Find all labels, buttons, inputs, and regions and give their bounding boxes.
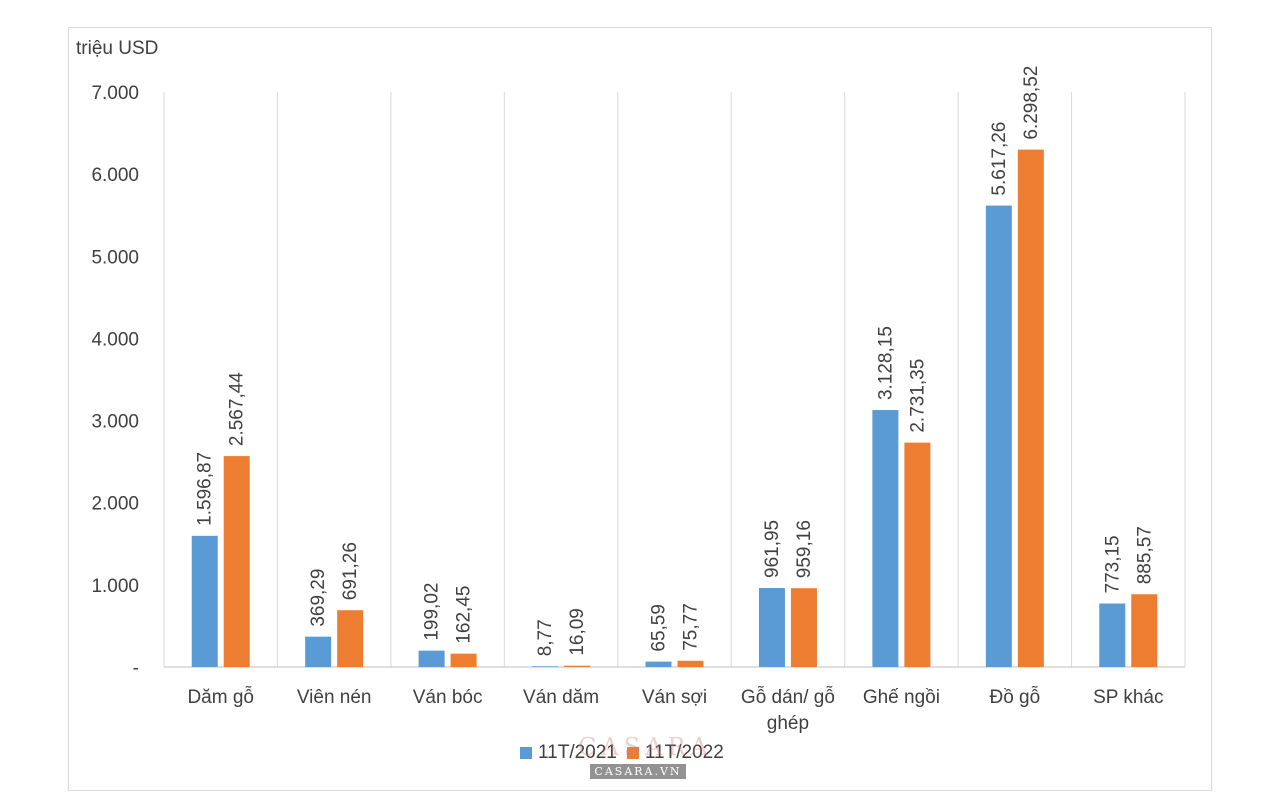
data-label: 199,02 [422, 583, 443, 641]
bar [677, 660, 704, 667]
legend-swatch-2021 [520, 747, 532, 759]
x-tick-label: Đồ gỗ [989, 686, 1040, 708]
data-label: 75,77 [681, 603, 702, 651]
data-label: 65,59 [649, 604, 670, 652]
bar [532, 666, 559, 668]
data-label: 3.128,15 [875, 326, 896, 400]
bar [904, 442, 931, 667]
legend: 11T/2021 11T/2022 [520, 742, 734, 764]
bar [872, 410, 899, 667]
y-tick-label: 7.000 [91, 83, 139, 104]
data-label: 959,16 [794, 520, 815, 578]
data-label: 5.617,26 [989, 122, 1010, 196]
x-tick-label: Ván dăm [523, 687, 599, 708]
legend-label-2022: 11T/2022 [644, 742, 724, 763]
data-label: 6.298,52 [1021, 66, 1042, 140]
bar [985, 205, 1012, 667]
y-tick-label: 1.000 [91, 576, 139, 597]
x-tick-label: Gỗ dán/ gỗ ghép [741, 686, 835, 734]
x-tick-label: Ghế ngồi [863, 687, 940, 708]
bar [564, 665, 591, 667]
x-tick-label: Viên nén [297, 687, 372, 708]
bar [223, 456, 250, 667]
legend-swatch-2022 [626, 747, 639, 759]
legend-item-2021: 11T/2021 [520, 742, 617, 764]
x-tick-label: Dăm gỗ [187, 686, 254, 708]
bar [418, 650, 445, 667]
data-label: 8,77 [535, 619, 556, 656]
y-tick-label: 6.000 [91, 165, 139, 186]
y-tick-label: 4.000 [91, 329, 139, 350]
legend-label-2021: 11T/2021 [538, 742, 617, 763]
data-label: 2.731,35 [907, 359, 928, 433]
x-tick-label: Ván bóc [413, 687, 483, 708]
data-label: 369,29 [308, 569, 329, 627]
data-label: 773,15 [1102, 535, 1123, 593]
bar [645, 661, 672, 667]
bar [1131, 594, 1158, 667]
bar [1017, 149, 1044, 667]
y-tick-label: 2.000 [91, 494, 139, 515]
bar [191, 535, 218, 667]
y-tick-label: - [133, 658, 139, 679]
data-label: 16,09 [567, 608, 588, 656]
data-label: 961,95 [762, 520, 783, 578]
y-tick-label: 3.000 [91, 412, 139, 433]
x-tick-label: SP khác [1093, 687, 1163, 708]
bar [790, 588, 817, 667]
data-label: 885,57 [1134, 526, 1155, 584]
data-label: 691,26 [340, 542, 361, 600]
bar [450, 653, 477, 667]
x-tick-label: Ván sợi [642, 687, 707, 708]
data-label: 1.596,87 [195, 452, 216, 526]
bar [1099, 603, 1126, 667]
bar [337, 610, 364, 667]
y-axis-unit-label: triệu USD [76, 38, 159, 59]
data-label: 2.567,44 [227, 372, 248, 446]
legend-item-2022: 11T/2022 [626, 742, 724, 764]
data-label: 162,45 [454, 586, 475, 644]
bar [305, 636, 332, 667]
bar [758, 587, 785, 667]
y-tick-label: 5.000 [91, 247, 139, 268]
